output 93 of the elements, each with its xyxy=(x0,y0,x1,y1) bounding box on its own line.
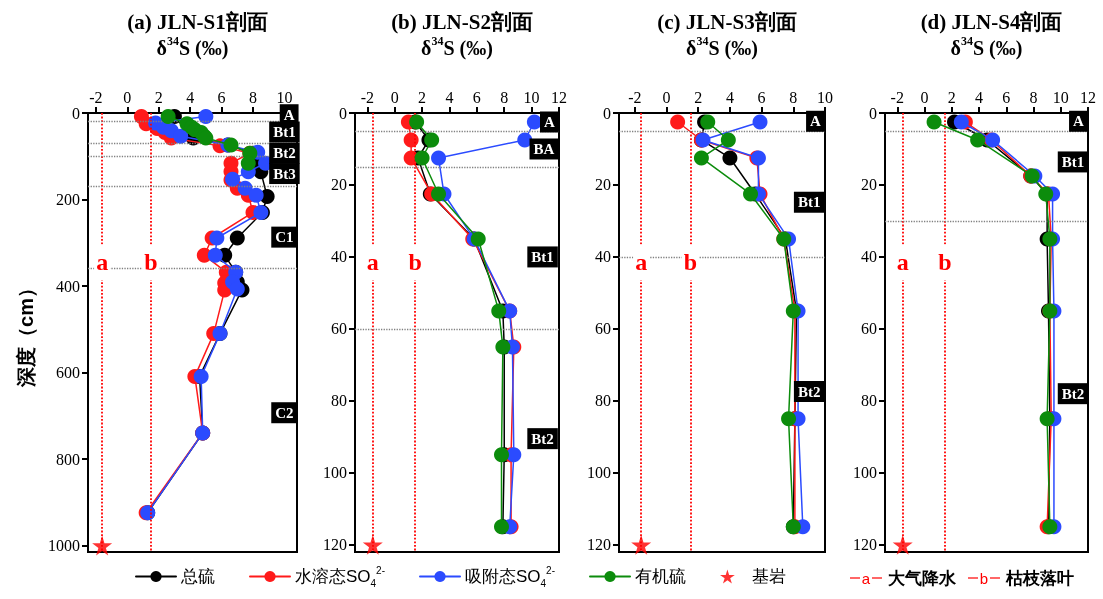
x-tick-label: 4 xyxy=(975,88,984,106)
ref-line-label: b xyxy=(144,249,158,276)
y-tick-label: 60 xyxy=(861,320,877,338)
annotation: Bt2 xyxy=(531,430,554,447)
y-tick-label: 80 xyxy=(331,392,347,410)
y-tick-label: 80 xyxy=(595,392,611,410)
annotation: Bt2 xyxy=(1061,385,1085,402)
annotation: Bt2 xyxy=(273,145,296,162)
chart-title: (c) JLN-S3剖面 xyxy=(657,9,797,34)
x-tick-label: 0 xyxy=(390,88,399,106)
y-tick-label: 120 xyxy=(587,536,611,554)
annotation: BA xyxy=(533,140,555,157)
text: 枯枝落叶 xyxy=(1005,568,1074,588)
y-tick-label: 60 xyxy=(331,320,347,338)
chart-title: (b) JLN-S2剖面 xyxy=(391,9,533,34)
y-tick-label: 20 xyxy=(331,176,347,194)
y-axis-title: 深度（cm） xyxy=(15,278,37,388)
x-tick-label: 4 xyxy=(186,88,195,106)
x-tick-label: 0 xyxy=(920,88,929,106)
y-tick-label: 40 xyxy=(595,248,611,266)
text: 大气降水 xyxy=(888,568,957,588)
annotation: A xyxy=(810,113,822,130)
ref-line-label: b xyxy=(938,249,952,276)
x-tick-label: 10 xyxy=(1052,88,1069,106)
x-tick-label: -2 xyxy=(89,88,103,106)
annotation: C1 xyxy=(275,229,294,246)
x-tick-label: 10 xyxy=(523,88,540,106)
legend-label: 有机硫 xyxy=(635,567,687,586)
ref-line-label: b xyxy=(683,249,697,276)
x-tick-label: -2 xyxy=(360,88,374,106)
x-tick-label: 12 xyxy=(551,88,567,106)
annotation: C2 xyxy=(275,404,294,421)
annotation: Bt1 xyxy=(1061,153,1085,170)
chart-title: (a) JLN-S1剖面 xyxy=(127,9,268,34)
y-tick-label: 120 xyxy=(853,536,877,554)
y-tick-label: 40 xyxy=(861,248,877,266)
y-tick-label: 1000 xyxy=(48,537,80,555)
annotation: A xyxy=(1073,113,1085,130)
annotation: A xyxy=(543,114,555,130)
ref-line-label: a xyxy=(366,249,379,276)
text: a xyxy=(861,569,871,587)
y-tick-label: 100 xyxy=(323,464,347,482)
x-tick-label: 0 xyxy=(662,88,671,106)
y-tick-label: 800 xyxy=(56,450,80,468)
ref-line-label: a xyxy=(896,249,909,276)
annotation: Bt1 xyxy=(797,194,821,211)
y-tick-label: 200 xyxy=(56,191,80,208)
x-tick-label: 8 xyxy=(500,88,509,106)
annotation: A xyxy=(283,106,295,123)
x-tick-label: 6 xyxy=(472,88,481,106)
x-tick-label: 2 xyxy=(694,88,703,106)
y-tick-label: 120 xyxy=(323,536,347,554)
x-tick-label: 6 xyxy=(1002,88,1011,106)
y-tick-label: 20 xyxy=(595,176,611,194)
y-tick-label: 100 xyxy=(587,464,611,482)
x-tick-label: 8 xyxy=(249,88,257,106)
x-tick-label: 8 xyxy=(1029,88,1038,106)
legend-label: 总硫 xyxy=(180,567,215,586)
y-tick-label: 400 xyxy=(56,277,80,295)
x-tick-label: 4 xyxy=(445,88,454,106)
x-tick-label: 10 xyxy=(276,88,293,106)
y-tick-label: 80 xyxy=(861,392,877,410)
x-tick-label: 6 xyxy=(217,88,226,106)
text: b xyxy=(979,569,989,587)
x-tick-label: 4 xyxy=(725,88,734,106)
y-tick-label: 0 xyxy=(869,104,877,122)
ref-line-label: a xyxy=(96,249,109,276)
y-tick-label: 60 xyxy=(595,320,611,338)
x-tick-label: 2 xyxy=(947,88,956,106)
y-tick-label: 600 xyxy=(56,364,80,382)
legend-label: 基岩 xyxy=(752,567,787,586)
x-tick-label: -2 xyxy=(890,88,904,106)
x-tick-label: 2 xyxy=(154,88,163,106)
x-tick-label: 8 xyxy=(789,88,798,106)
x-tick-label: 0 xyxy=(123,88,132,106)
annotation: Bt1 xyxy=(273,124,296,141)
x-tick-label: 12 xyxy=(1080,88,1096,106)
y-tick-label: 0 xyxy=(72,104,80,122)
y-tick-label: 0 xyxy=(339,104,347,122)
y-tick-label: 100 xyxy=(853,464,877,482)
x-tick-label: 6 xyxy=(757,88,766,106)
y-tick-label: 0 xyxy=(603,104,611,122)
y-tick-label: 40 xyxy=(331,248,347,266)
x-tick-label: 10 xyxy=(817,88,833,106)
annotation: Bt3 xyxy=(273,165,296,182)
chart-title: (d) JLN-S4剖面 xyxy=(920,9,1063,34)
x-tick-label: -2 xyxy=(628,88,642,106)
ref-line-label: b xyxy=(408,249,422,276)
annotation: Bt2 xyxy=(797,383,821,400)
ref-line-label: a xyxy=(635,249,648,276)
annotation: Bt1 xyxy=(531,248,554,265)
y-tick-label: 20 xyxy=(861,176,877,194)
x-tick-label: 2 xyxy=(418,88,427,106)
